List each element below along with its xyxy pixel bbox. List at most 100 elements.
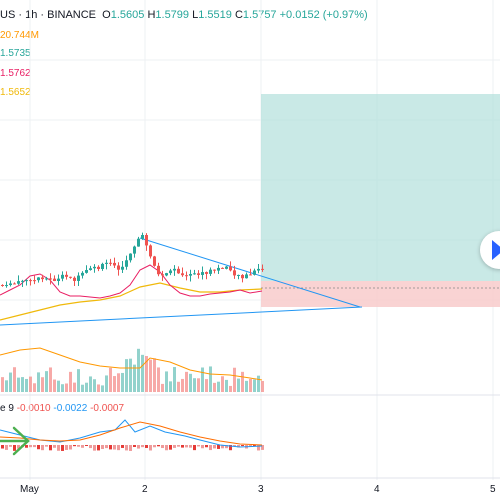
candle [77, 275, 80, 281]
macd-hist-bar [173, 445, 176, 448]
macd-hist-bar [257, 445, 260, 451]
volume-bar [49, 367, 52, 392]
volume-bars [1, 348, 264, 392]
candle [101, 263, 104, 269]
candle [209, 269, 212, 274]
change-value: +0.0152 (+0.97%) [279, 9, 368, 21]
volume-bar [125, 359, 128, 392]
macd-hist-bar [205, 445, 208, 448]
volume-bar [53, 379, 56, 392]
volume-bar [101, 385, 104, 392]
candle [153, 256, 156, 266]
candle [245, 274, 248, 279]
profit-zone[interactable] [261, 94, 500, 281]
arrow-right-icon[interactable] [0, 426, 30, 456]
x-label-4: 4 [374, 484, 380, 495]
volume-bar [17, 377, 20, 392]
candles [1, 232, 264, 288]
macd-hist-bar [185, 445, 188, 448]
high-label: H [147, 9, 156, 21]
macd-hist-bar [57, 445, 60, 451]
macd-label: e 9 [0, 403, 14, 414]
candle [13, 283, 16, 285]
macd-hist-bar [97, 445, 100, 451]
macd-hist-bar [117, 445, 120, 451]
volume-bar [89, 376, 92, 392]
symbol-fragment[interactable]: US [0, 9, 16, 21]
macd-hist-bar [17, 445, 20, 449]
macd-hist-bar [149, 445, 152, 451]
candle [97, 266, 100, 269]
macd-hist-bar [37, 445, 40, 450]
volume-bar [33, 383, 36, 392]
volume-bar [185, 371, 188, 392]
macd-hist-bar [61, 445, 64, 451]
ma-yellow-line [0, 282, 263, 321]
candle [109, 262, 112, 264]
volume-bar [1, 377, 4, 392]
candle [169, 270, 172, 274]
volume-bar [225, 379, 228, 392]
candle [177, 268, 180, 274]
candle [9, 283, 12, 286]
candle [125, 260, 128, 267]
macd-hist-bar [145, 445, 148, 448]
scroll-right-button[interactable] [480, 231, 500, 269]
macd-hist-bar [105, 445, 108, 449]
candle [241, 274, 244, 279]
volume-bar [25, 378, 28, 392]
volume-bar [153, 358, 156, 392]
lower-trendline[interactable] [0, 306, 363, 326]
ma-red-line [0, 264, 263, 299]
chevron-right-icon [492, 240, 500, 260]
candle [181, 273, 184, 276]
candle [253, 270, 256, 275]
chart-header: US · 1h · BINANCE O1.5605 H1.5799 L1.551… [0, 9, 368, 21]
low-value: 1.5519 [198, 9, 232, 21]
macd-hist-bar [77, 445, 80, 447]
macd-hist-bar [169, 445, 172, 450]
volume-bar [117, 373, 120, 392]
open-label: O [102, 9, 111, 21]
candle [221, 267, 224, 269]
interval[interactable]: 1h [25, 9, 38, 21]
candle [37, 277, 40, 281]
macd-hist-bar [193, 445, 196, 451]
sep-2: · [40, 9, 45, 21]
candle [29, 280, 32, 282]
macd-hist-bar [121, 445, 124, 448]
volume-bar [245, 380, 248, 392]
volume-bar [241, 371, 244, 392]
macd-hist-bar [229, 445, 232, 451]
candle [121, 266, 124, 270]
candle [73, 277, 76, 281]
volume-bar [213, 382, 216, 392]
candle [225, 266, 228, 269]
candle [217, 267, 220, 271]
candle [257, 268, 260, 271]
candle [157, 265, 160, 275]
macd-signal-line [0, 421, 263, 446]
volume-bar [73, 382, 76, 392]
candle [185, 275, 188, 277]
volume-bar [177, 381, 180, 392]
macd-hist-bar [53, 445, 56, 448]
macd-hist-bar [65, 445, 68, 450]
volume-bar [105, 375, 108, 392]
loss-zone[interactable] [261, 281, 500, 307]
candle [213, 269, 216, 271]
candle [201, 272, 204, 275]
volume-bar [137, 348, 140, 392]
volume-bar [221, 376, 224, 392]
macd-hist-bar [29, 445, 32, 448]
macd-hist-bar [9, 445, 12, 447]
macd-hist-bar [41, 445, 44, 451]
high-value: 1.5799 [155, 9, 190, 21]
volume-bar [249, 378, 252, 392]
volume-bar [145, 356, 148, 392]
candle [21, 280, 24, 282]
macd-hist-bar [141, 445, 144, 448]
macd-hist-bar [261, 445, 264, 450]
volume-bar [37, 372, 40, 392]
